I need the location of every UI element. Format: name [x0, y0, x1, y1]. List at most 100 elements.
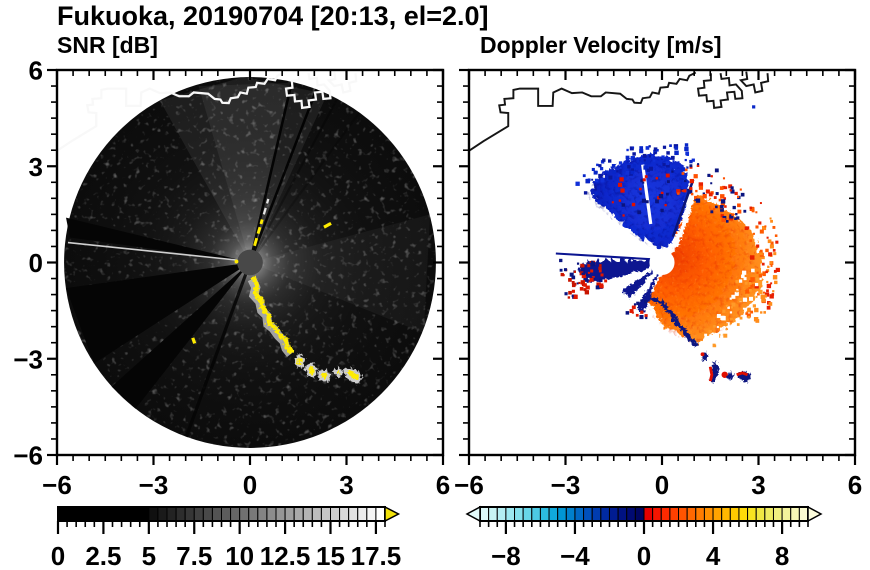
velocity-speck [590, 261, 596, 267]
velocity-speck [573, 282, 577, 286]
velocity-speck [689, 178, 694, 184]
velocity-speck [770, 264, 773, 267]
velocity-speck [765, 270, 768, 274]
velocity-speck [619, 177, 624, 182]
isolated-yellow-dashes [191, 221, 332, 344]
velocity-speck [695, 189, 698, 193]
x-tick-label: −3 [139, 470, 169, 500]
velocity-speck [640, 179, 644, 183]
velocity-speck [571, 289, 575, 293]
velocity-speck [756, 244, 759, 248]
velocity-speck [571, 294, 574, 298]
positive-velocity-fan [644, 198, 761, 350]
velocity-speck [755, 225, 759, 229]
terrain-echo-blobs [292, 355, 362, 386]
velocity-speck [735, 290, 738, 293]
velocity-speck [770, 219, 773, 223]
snr-colorbar-label: 0 [51, 541, 65, 570]
velocity-speck [591, 167, 595, 172]
velocity-speck [721, 340, 725, 344]
velocity-speck [600, 273, 604, 277]
velocity-speck [598, 266, 602, 270]
velocity-speck [666, 151, 670, 155]
shadow-ray-ne-faint-1 [249, 98, 339, 264]
x-tick-label: 6 [848, 470, 862, 500]
velocity-speck [591, 260, 594, 264]
velocity-speck [621, 203, 626, 207]
velocity-speck [723, 197, 727, 200]
snr-colorbar: 0 2.5 5 7.5 10 12.5 15 17.5 [51, 505, 401, 570]
velocity-speck [646, 159, 651, 164]
colorbars: 0 2.5 5 7.5 10 12.5 15 17.5 −8 −4 0 4 8 [51, 505, 823, 570]
velocity-speck [751, 289, 756, 294]
velocity-speck [769, 261, 773, 265]
axes-frame: −6 −3 0 3 6 [454, 68, 862, 500]
velocity-speck [773, 269, 777, 273]
x-tick-label: −6 [454, 470, 484, 500]
velocity-speck [761, 298, 766, 303]
velocity-speck [772, 290, 775, 293]
velocity-speck [585, 285, 588, 289]
velocity-speck [761, 225, 767, 231]
radar-center-blank [649, 249, 675, 276]
orange-fan-light-mottle [645, 198, 761, 347]
velocity-speck [579, 287, 584, 291]
velocity-speck [761, 262, 765, 266]
velocity-speck [750, 310, 754, 314]
velocity-speck [750, 277, 755, 282]
velocity-speck [582, 174, 586, 178]
y-tick-label: 3 [29, 152, 43, 182]
velocity-speck [729, 317, 733, 321]
velocity-speck [758, 274, 763, 278]
velocity-speck [632, 164, 637, 168]
velocity-speck [764, 292, 770, 297]
x-tick-label: −3 [551, 470, 581, 500]
clutter-blob-4-red [736, 371, 749, 377]
velocity-speck [625, 311, 630, 315]
velocity-speck [660, 191, 664, 195]
velocity-speck [639, 146, 644, 150]
velocity-speck [730, 189, 735, 194]
velocity-speck [762, 272, 766, 277]
coastline-port-2 [329, 72, 356, 93]
velocity-speck [745, 289, 750, 295]
velocity-speck [618, 199, 622, 202]
velocity-speck [640, 299, 643, 302]
velocity-speck [585, 178, 590, 184]
velocity-speck [575, 181, 580, 186]
velocity-speck [724, 186, 728, 190]
velocity-speck [751, 268, 755, 273]
velocity-speck [751, 209, 755, 213]
velocity-speck [721, 217, 726, 223]
velocity-speck [630, 155, 635, 161]
velocity-speck [732, 205, 736, 210]
velocity-speck [587, 262, 590, 265]
velocity-speck [716, 325, 719, 329]
x-tick-label: 3 [751, 470, 765, 500]
velocity-speck [602, 188, 605, 191]
velocity-speck [738, 297, 743, 302]
velocity-speck [748, 236, 753, 241]
coastline-main [469, 73, 696, 151]
velocity-speck [734, 217, 737, 221]
velocity-speck [707, 173, 711, 177]
coastline-black [469, 72, 768, 151]
velocity-speck [595, 285, 600, 290]
velocity-speck [559, 258, 563, 263]
velocity-speck [684, 146, 689, 152]
shadow-wedge-ssw [111, 262, 250, 409]
velocity-speck [594, 185, 597, 189]
velocity-speck [731, 213, 734, 216]
velocity-speck [653, 151, 657, 155]
velocity-speck [643, 165, 648, 170]
white-dashes-nne [262, 198, 270, 215]
velocity-speck [766, 305, 771, 310]
velocity-speck [594, 178, 599, 183]
velocity-speck [763, 294, 767, 298]
velocity-speck [770, 241, 774, 245]
velocity-speck [639, 315, 644, 320]
clutter-blob-2-red [708, 366, 714, 382]
velocity-speck [730, 186, 734, 190]
velocity-speck [769, 294, 774, 299]
shadow-wedge-southwest [66, 262, 250, 364]
